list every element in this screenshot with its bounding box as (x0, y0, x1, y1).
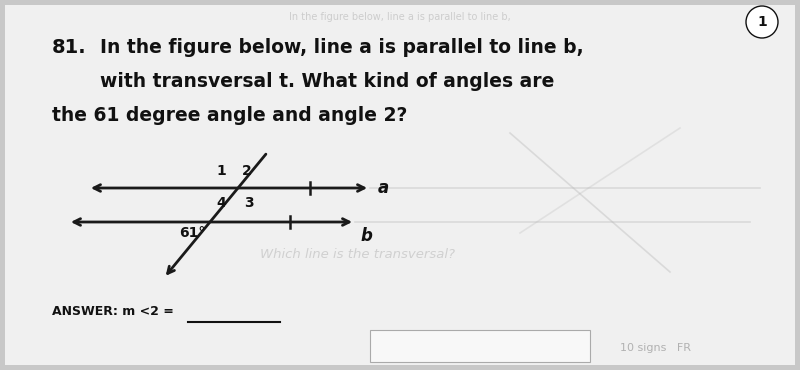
Text: 1: 1 (216, 164, 226, 178)
Text: In the figure below, line a is parallel to line b,: In the figure below, line a is parallel … (100, 38, 584, 57)
FancyBboxPatch shape (5, 5, 795, 365)
Text: 1: 1 (757, 15, 767, 29)
Text: 61°: 61° (178, 226, 205, 240)
Text: 2: 2 (242, 164, 252, 178)
Text: 10 signs   FR: 10 signs FR (620, 343, 691, 353)
Text: 4: 4 (216, 196, 226, 210)
Text: Which line is the transversal?: Which line is the transversal? (260, 248, 455, 261)
Text: a: a (378, 179, 390, 197)
Text: ANSWER: m <2 =: ANSWER: m <2 = (52, 305, 174, 318)
Circle shape (746, 6, 778, 38)
Text: In the figure below, line a is parallel to line b,: In the figure below, line a is parallel … (289, 12, 511, 22)
FancyBboxPatch shape (370, 330, 590, 362)
Text: with transversal t. What kind of angles are: with transversal t. What kind of angles … (100, 72, 554, 91)
Text: the 61 degree angle and angle 2?: the 61 degree angle and angle 2? (52, 106, 407, 125)
Text: 3: 3 (244, 196, 254, 210)
Text: 81.: 81. (52, 38, 86, 57)
Text: b: b (360, 227, 372, 245)
